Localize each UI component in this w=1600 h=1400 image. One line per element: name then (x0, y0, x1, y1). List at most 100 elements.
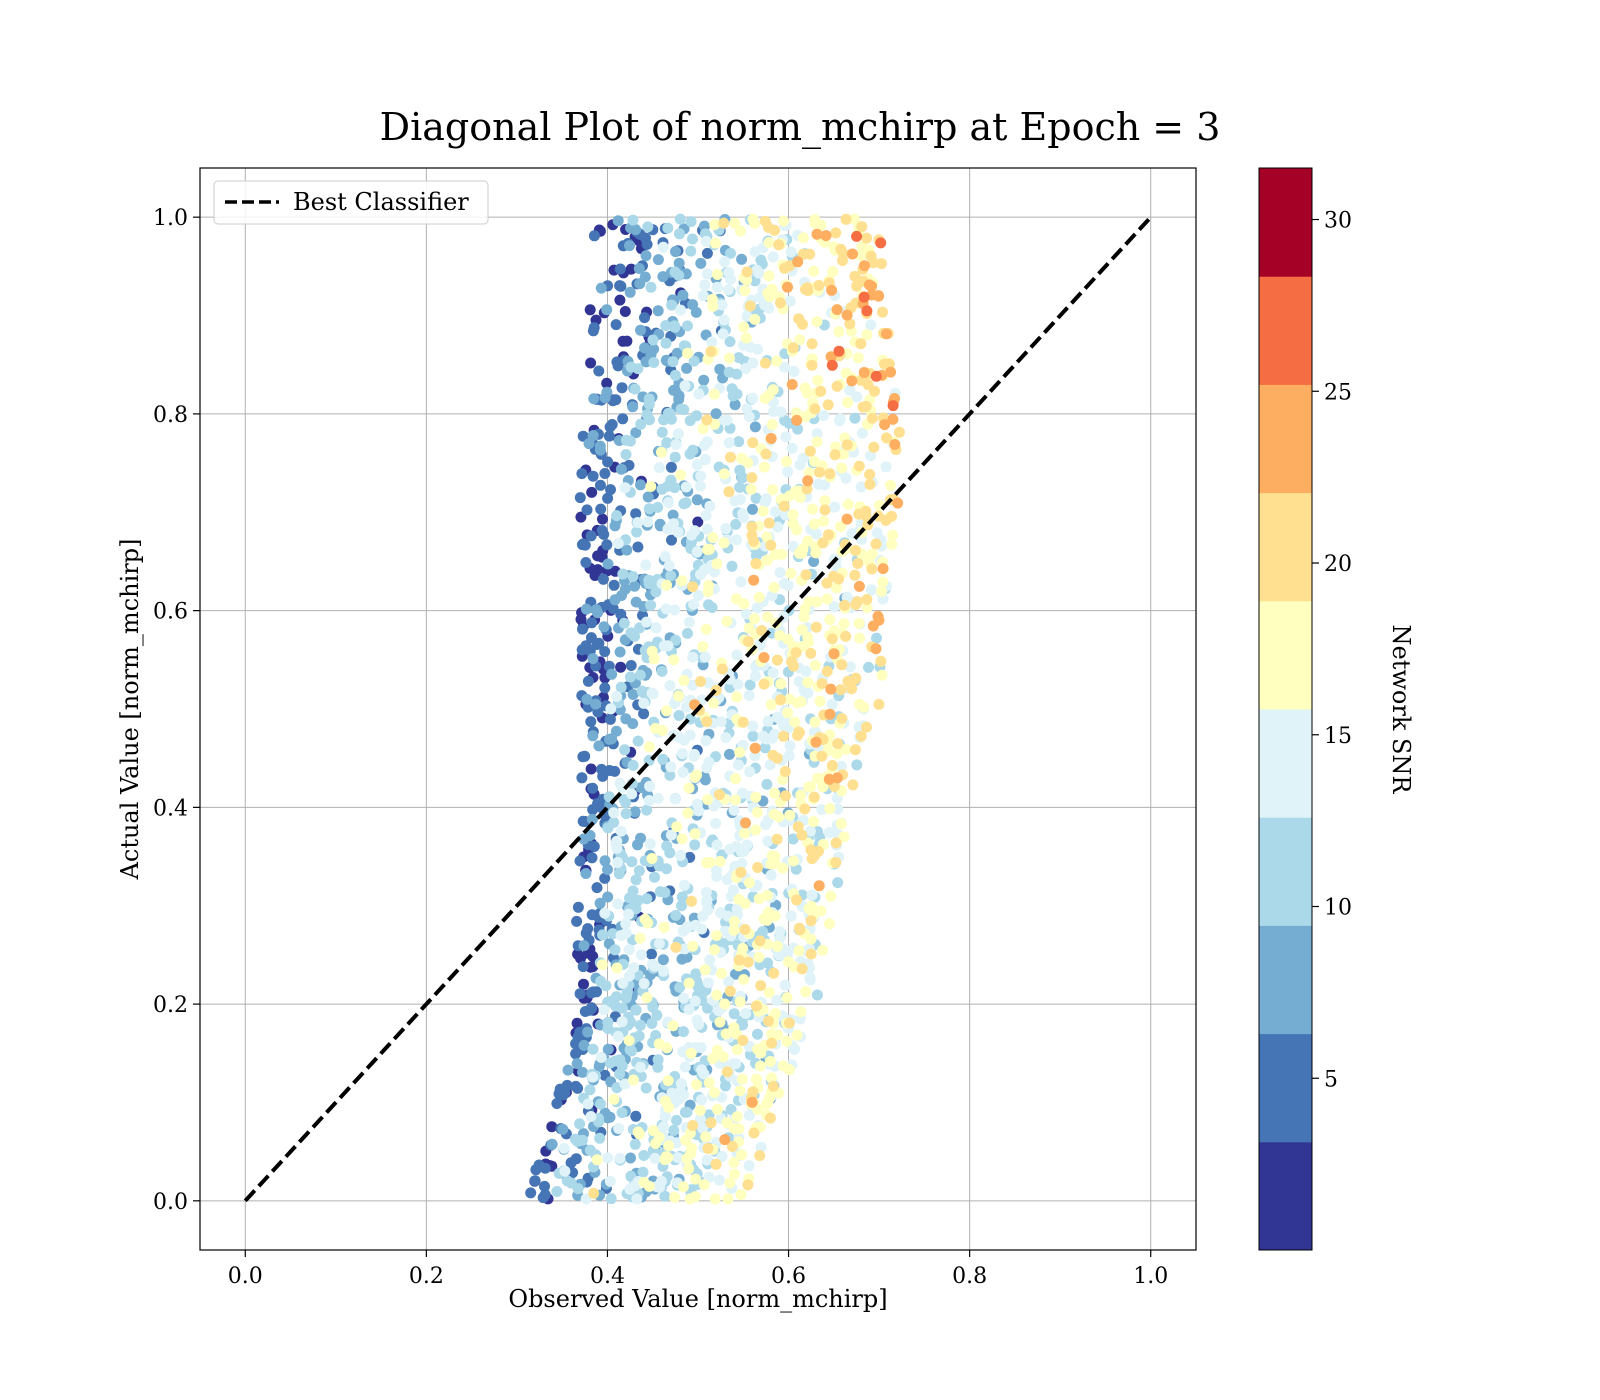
data-point (723, 437, 735, 449)
data-point (670, 634, 682, 646)
data-point (864, 469, 876, 480)
data-point (617, 413, 629, 425)
data-point (803, 467, 815, 479)
data-point (644, 780, 656, 792)
data-point (587, 325, 599, 337)
data-point (855, 338, 867, 350)
data-point (788, 365, 800, 377)
data-point (729, 399, 741, 411)
data-point (735, 866, 747, 878)
data-point (594, 444, 606, 456)
data-point (633, 263, 645, 274)
data-point (574, 1026, 586, 1038)
data-point (823, 827, 835, 839)
data-point (747, 392, 759, 404)
data-point (793, 945, 805, 957)
data-point (620, 808, 632, 820)
data-point (645, 481, 657, 492)
data-point (723, 486, 735, 498)
data-point (650, 586, 662, 598)
data-point (699, 279, 711, 291)
data-point (724, 352, 735, 364)
data-point (683, 977, 695, 989)
data-point (749, 742, 761, 754)
data-point (769, 858, 781, 870)
data-point (721, 615, 733, 627)
data-point (602, 492, 614, 504)
data-point (714, 363, 726, 375)
data-point (688, 598, 700, 610)
data-point (831, 748, 843, 760)
data-point (847, 248, 858, 260)
data-point (638, 697, 650, 709)
best-classifier-line (243, 215, 1153, 1203)
data-point (797, 232, 809, 244)
data-point (740, 1008, 752, 1019)
data-point (742, 636, 754, 647)
data-point (855, 250, 867, 262)
data-point (619, 583, 631, 595)
data-point (752, 862, 764, 873)
data-point (856, 221, 868, 233)
data-point (682, 320, 693, 332)
data-point (626, 1045, 637, 1057)
data-point (866, 412, 878, 424)
data-point (835, 760, 847, 772)
data-point (592, 564, 604, 576)
data-point (808, 556, 820, 567)
data-point (669, 451, 681, 463)
data-point (623, 970, 635, 982)
data-point (809, 214, 821, 226)
data-point (661, 579, 673, 591)
data-point (579, 750, 591, 762)
data-point (839, 599, 851, 611)
y-tick-label: 0.8 (153, 403, 188, 428)
legend: Best Classifier (213, 180, 489, 225)
data-point (575, 511, 587, 523)
data-point (802, 676, 814, 688)
data-point (692, 590, 704, 601)
data-point (850, 672, 862, 684)
data-point (695, 569, 706, 580)
data-point (786, 379, 798, 390)
data-point (546, 1138, 558, 1150)
data-point (687, 940, 699, 952)
data-point (787, 833, 799, 845)
data-point (716, 663, 728, 675)
colorbar-band (1259, 276, 1312, 385)
data-point (559, 1165, 571, 1177)
data-point (636, 685, 648, 697)
data-point (740, 608, 752, 620)
data-point (602, 864, 613, 875)
data-point (675, 403, 687, 415)
data-point (712, 1103, 723, 1115)
data-point (802, 387, 813, 399)
data-point (677, 1046, 689, 1058)
data-point (701, 436, 713, 448)
data-point (666, 534, 677, 546)
data-point (612, 538, 624, 549)
data-point (761, 531, 773, 543)
data-point (605, 995, 617, 1007)
data-point (719, 256, 731, 268)
colorbar-band (1259, 168, 1312, 277)
data-point (835, 521, 847, 533)
data-point (769, 506, 781, 518)
data-point (860, 400, 872, 412)
data-point (592, 607, 603, 619)
data-point (710, 408, 722, 420)
data-point (820, 230, 832, 242)
data-point (793, 676, 805, 687)
data-point (771, 940, 783, 952)
data-point (635, 479, 646, 491)
data-point (877, 576, 889, 588)
data-point (626, 788, 638, 800)
data-point (669, 369, 681, 381)
data-point (811, 596, 823, 608)
data-point (599, 872, 611, 884)
data-point (849, 569, 861, 581)
data-point (687, 1120, 699, 1131)
data-point (595, 1098, 606, 1110)
data-point (687, 233, 698, 245)
data-point (627, 571, 639, 582)
